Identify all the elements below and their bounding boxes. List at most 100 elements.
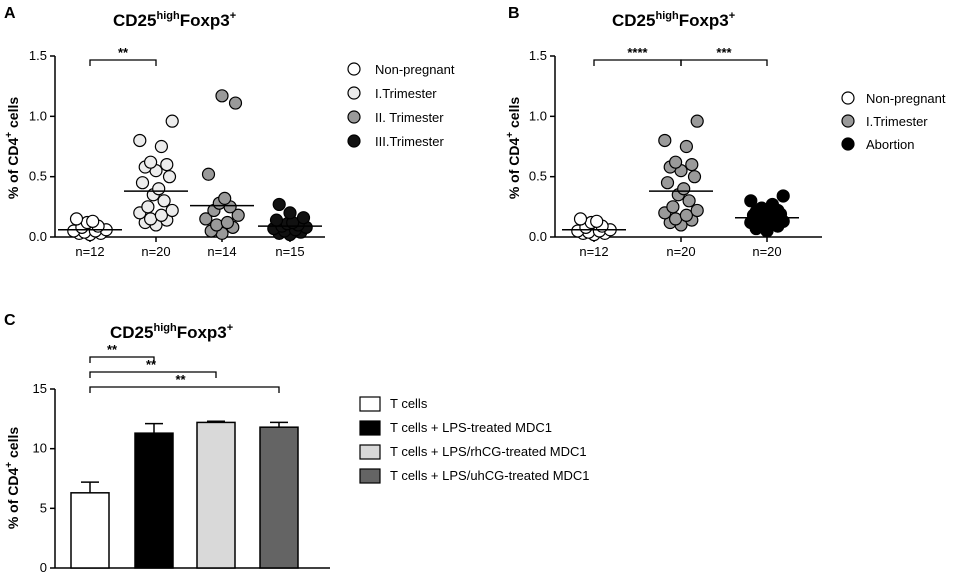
panel-a-point [152,182,166,196]
panel-a-xtick-label: n=15 [275,244,304,259]
panel-b-sig-label: *** [716,45,732,60]
panel-b-point [679,208,694,222]
panel-b-sig-bracket [680,59,768,66]
panel-b-point [658,133,672,148]
legend-b-marker [841,114,855,128]
legend-a-label-1: I.Trimester [375,86,437,101]
legend-a-marker [347,110,361,124]
legend-a-label-3: III.Trimester [375,134,445,149]
panel-a-plot: 0.0 0.5 1.0 1.5 n=12 n=20 n=14 n=15 ** [29,45,361,259]
panel-b-title: CD25highFoxp3+ [612,10,735,30]
panel-b-point [754,201,769,215]
panel-b-ylabel: % of CD4+ cells [505,97,522,200]
panel-c-sig-label: ** [175,372,186,387]
panel-a-point [157,194,171,208]
panel-c-sig-bracket [89,356,155,363]
panel-b-plot: 0.00.51.01.5n=12 n=20 n=20**** *** [529,45,855,259]
panel-b-xtick-label: n=20 [752,244,781,259]
panel-c-bar [70,492,110,569]
panel-c-bar [134,432,174,569]
panel-c-sig-label: ** [107,342,118,357]
legend-a-marker [347,86,361,100]
panel-c-ylabel: % of CD4+ cells [4,427,21,530]
panel-a-point [269,213,284,227]
panel-b-ytick-label: 1.5 [529,48,547,63]
panel-c-sig-bracket [89,371,217,378]
panel-a-point [165,114,179,128]
panel-a-xtick-label: n=12 [75,244,104,259]
panel-a-title: CD25highFoxp3+ [113,10,236,30]
panel-a-sig-bracket [89,59,157,66]
panel-a-point [215,89,229,103]
panel-a-point [162,170,177,184]
panel-b-point [590,214,604,228]
legend-a-marker [347,134,361,148]
panel-b-xtick-label: n=20 [666,244,695,259]
panel-letter-a: A [4,5,16,22]
panel-c-ytick-label: 5 [40,500,47,515]
panel-a-point [141,200,155,214]
legend-b-label-0: Non-pregnant [866,91,946,106]
panel-a-point [272,197,286,212]
panel-a-sig-label: ** [118,45,129,60]
panel-b-ytick-label: 0.0 [529,229,547,244]
panel-a-xtick-label: n=20 [141,244,170,259]
legend-a-label-2: II. Trimester [375,110,444,125]
legend-a-marker [347,62,361,76]
panel-a-ytick-label: 0.0 [29,229,47,244]
panel-a-point [201,167,216,181]
panel-c-ytick-label: 15 [33,381,47,396]
panel-c-bar [259,426,299,569]
panel-a-point [133,133,147,148]
panel-a-point [210,218,224,232]
panel-b-point [660,176,675,190]
legend-c-swatch [359,420,381,436]
panel-b-point [690,114,704,128]
panel-b-ytick-label: 1.0 [529,108,547,123]
panel-a-point [231,208,245,222]
panel-b-point [685,158,699,172]
panel-a-point [154,139,168,154]
legend-c-swatch [359,468,381,484]
panel-b-point [744,194,758,208]
panel-a-point [144,212,158,226]
panel-a-point [218,191,232,205]
panel-a-point [283,206,297,220]
panel-b-point [668,212,683,226]
legend-b-label-2: Abortion [866,137,914,152]
panel-a-point [199,212,213,226]
panel-c-sig-bracket [89,386,280,393]
legend-c-label-2: T cells + LPS/rhCG-treated MDC1 [390,444,587,459]
panel-b-xtick-label: n=12 [579,244,608,259]
panel-c-bar [196,421,236,569]
panel-a-point [228,96,243,110]
panel-a-ylabel: % of CD4+ cells [4,97,21,200]
panel-a-point [160,158,174,172]
legend-b-marker [841,91,855,105]
legend-c-swatch [359,444,381,460]
panel-c-title: CD25highFoxp3+ [110,322,233,342]
panel-b-point [679,139,694,154]
panel-b-sig-bracket [593,59,682,66]
panel-b-point [687,170,702,184]
legend-b-label-1: I.Trimester [866,114,928,129]
panel-b-point [666,200,680,214]
panel-b-point [682,194,696,208]
panel-a-point [220,215,234,230]
panel-a-ytick-label: 0.5 [29,169,47,184]
panel-c-sig-label: ** [146,357,157,372]
legend-a-label-0: Non-pregnant [375,62,455,77]
panel-a-ytick-label: 1.5 [29,48,47,63]
panel-b-ytick-label: 0.5 [529,169,547,184]
panel-a-point [135,176,150,190]
panel-a-xtick-label: n=14 [207,244,236,259]
legend-c-swatch [359,396,381,412]
panel-a-ytick-label: 1.0 [29,108,47,123]
legend-c-label-0: T cells [390,396,428,411]
panel-b-sig-label: **** [627,45,648,60]
panel-b-point [776,189,790,203]
panel-a-point [165,203,179,218]
panel-c-ytick-label: 0 [40,560,47,575]
panel-a-point [144,155,158,169]
